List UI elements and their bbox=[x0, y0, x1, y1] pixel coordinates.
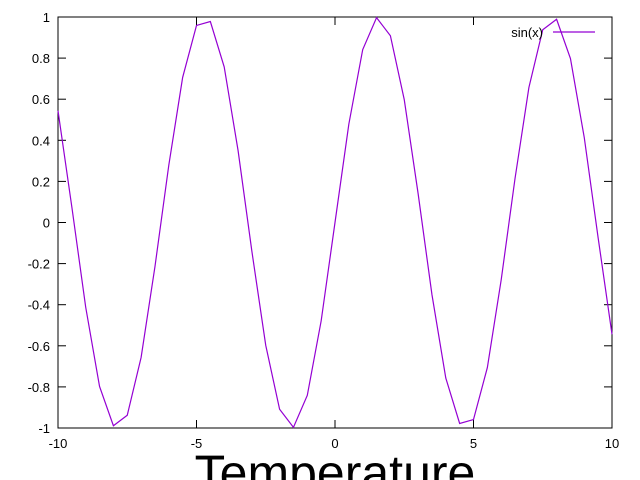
axis-ticks bbox=[57, 16, 613, 429]
x-tick-label: 5 bbox=[470, 436, 477, 451]
y-tick-labels: -1 -0.8 -0.6 -0.4 -0.2 0 0.2 0.4 0.6 0.8 1 bbox=[28, 10, 50, 436]
x-axis-label: Temperature bbox=[195, 445, 476, 480]
y-tick-label: -0.4 bbox=[28, 298, 50, 313]
series-line-sin bbox=[57, 16, 613, 429]
y-tick-label: 0.8 bbox=[32, 51, 50, 66]
y-tick-label: -0.8 bbox=[28, 380, 50, 395]
y-tick-label: -1 bbox=[38, 421, 50, 436]
x-tick-label: -10 bbox=[49, 436, 68, 451]
x-tick-labels: -10 -5 0 5 10 bbox=[49, 436, 620, 451]
y-tick-label: 0.6 bbox=[32, 92, 50, 107]
x-tick-label: -5 bbox=[191, 436, 203, 451]
y-tick-label: 0.4 bbox=[32, 133, 50, 148]
x-tick-label: 0 bbox=[331, 436, 338, 451]
y-tick-label: 0.2 bbox=[32, 174, 50, 189]
y-tick-label: 0 bbox=[43, 216, 50, 231]
y-tick-label: -0.2 bbox=[28, 257, 50, 272]
legend-label: sin(x) bbox=[511, 25, 543, 40]
x-tick-label: 10 bbox=[605, 436, 619, 451]
legend: sin(x) bbox=[511, 25, 595, 40]
y-tick-label: -0.6 bbox=[28, 339, 50, 354]
y-tick-label: 1 bbox=[43, 10, 50, 25]
